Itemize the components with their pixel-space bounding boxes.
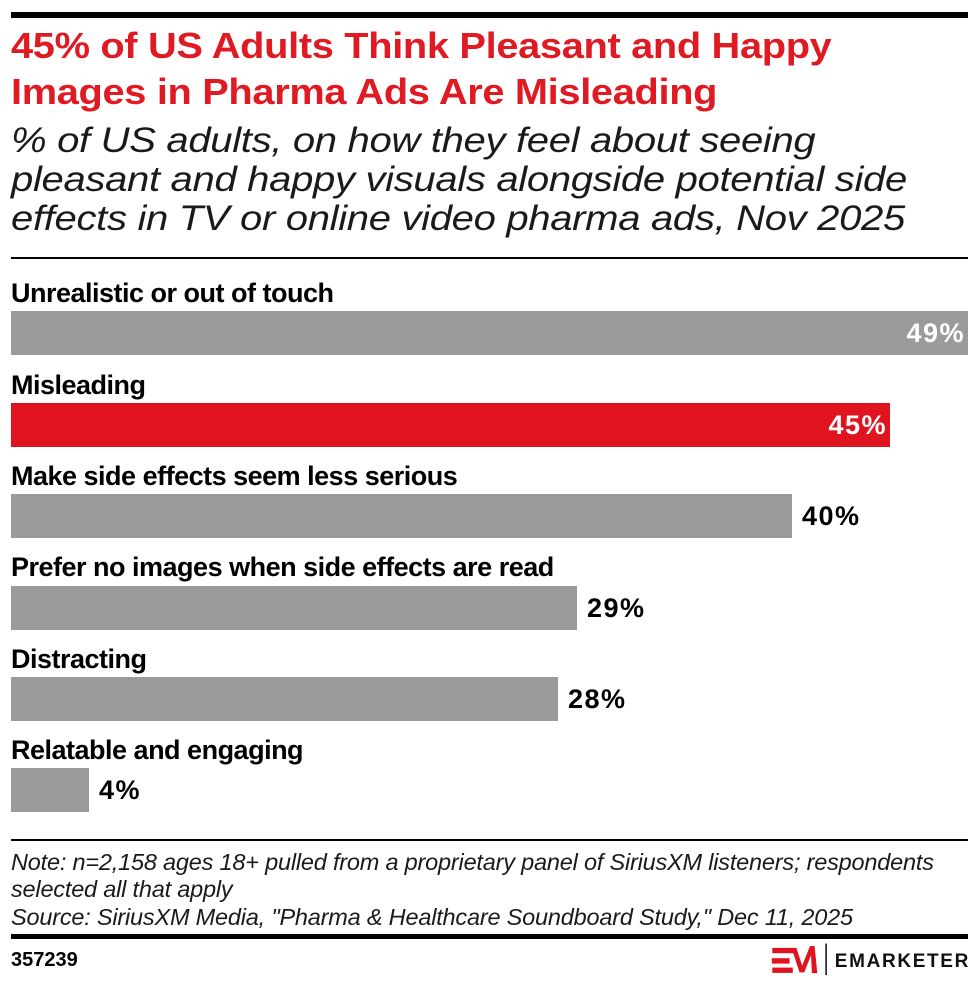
svg-text:EMARKETER: EMARKETER: [835, 951, 970, 972]
